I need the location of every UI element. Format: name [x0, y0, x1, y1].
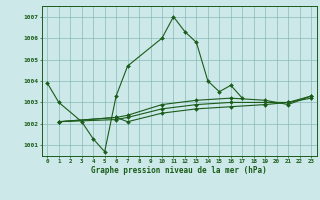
X-axis label: Graphe pression niveau de la mer (hPa): Graphe pression niveau de la mer (hPa) — [91, 166, 267, 175]
